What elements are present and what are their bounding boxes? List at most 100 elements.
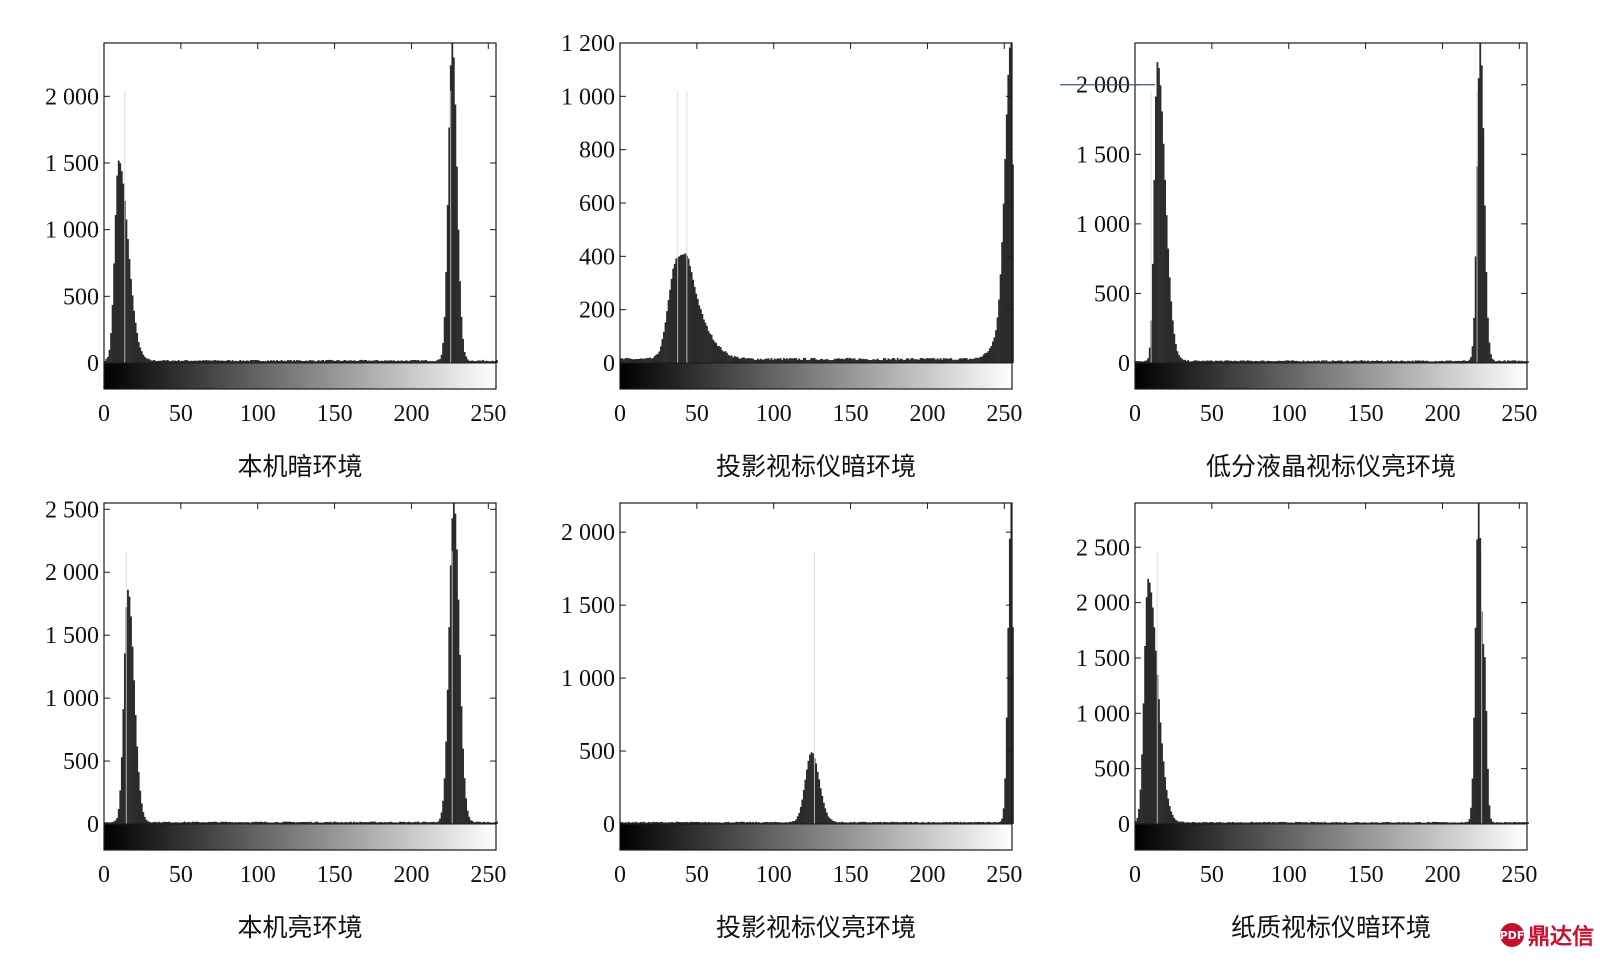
histogram-bin — [1256, 822, 1259, 824]
histogram-bin — [474, 822, 477, 824]
histogram-bin — [1424, 361, 1426, 363]
histogram-bin — [1225, 822, 1228, 824]
histogram-bin — [1517, 822, 1520, 824]
histogram-bin — [1479, 43, 1482, 363]
histogram-bin — [679, 255, 682, 363]
histogram-bin — [1340, 822, 1343, 824]
histogram-bin — [1005, 717, 1008, 824]
histogram-bin — [333, 821, 335, 824]
histogram-bin — [643, 821, 645, 824]
histogram-bin — [784, 822, 787, 824]
plot-frame — [1134, 42, 1528, 390]
histogram-bin — [343, 360, 346, 363]
histogram-bin — [842, 822, 845, 824]
histogram-bin — [1522, 361, 1525, 363]
histogram-bin — [703, 319, 705, 363]
histogram-bin — [718, 822, 721, 824]
histogram-bin — [343, 822, 346, 824]
histogram-bin — [110, 333, 112, 363]
histogram-bin — [958, 358, 960, 363]
histogram-bin — [896, 357, 899, 363]
histogram-bin — [279, 822, 282, 824]
histogram-bin — [661, 822, 664, 824]
histogram-bin — [985, 352, 988, 363]
histogram-bin — [849, 822, 851, 824]
histogram-bin — [1135, 361, 1137, 363]
histogram-bin — [620, 358, 622, 363]
histogram-bin — [875, 359, 877, 363]
histogram-bin — [1270, 822, 1273, 824]
histogram-bin — [1451, 822, 1454, 824]
histogram-bin — [859, 822, 862, 824]
histogram-bin — [1473, 717, 1475, 824]
histogram-bin — [1267, 360, 1269, 363]
histogram-bin — [723, 822, 725, 824]
panel-caption: 本机暗环境 — [237, 452, 362, 481]
histogram-bin — [736, 821, 739, 824]
histogram-bin — [845, 357, 848, 363]
histogram-bin — [168, 821, 171, 824]
histogram-bin — [709, 822, 711, 824]
histogram-bin — [193, 821, 195, 824]
histogram-bin — [183, 360, 186, 363]
histogram-bin — [348, 822, 351, 824]
histogram-bin — [950, 822, 953, 824]
histogram-bin — [752, 358, 754, 363]
histogram-bin — [1411, 822, 1414, 824]
histogram-bin — [1196, 360, 1199, 363]
histogram-bin — [286, 360, 289, 363]
histogram-bin — [1294, 361, 1297, 363]
histogram-bin — [1156, 62, 1159, 363]
histogram-bin — [715, 822, 718, 824]
histogram-bin — [672, 268, 675, 363]
histogram-bin — [1225, 360, 1228, 363]
histogram-bin — [1222, 822, 1225, 824]
histogram-bin — [194, 821, 197, 824]
histogram-bin — [910, 358, 913, 363]
histogram-bin — [1442, 822, 1445, 824]
histogram-bin — [429, 361, 432, 363]
histogram-bin — [173, 360, 175, 363]
histogram-bin — [1216, 360, 1219, 363]
histogram-bin — [1402, 822, 1405, 824]
histogram-bin — [1305, 822, 1308, 824]
histogram-bin — [764, 821, 767, 824]
histogram-bin — [153, 359, 155, 363]
histogram-bin — [638, 822, 641, 824]
histogram-bin — [870, 360, 873, 363]
histogram-bin — [1519, 361, 1522, 363]
histogram-bin — [1247, 360, 1250, 363]
histogram-bin — [802, 357, 805, 363]
histogram-bin — [672, 822, 675, 824]
histogram-bin — [1285, 360, 1288, 363]
histogram-bin — [695, 821, 698, 824]
histogram-bin — [862, 821, 865, 824]
histogram-bin — [621, 358, 624, 363]
histogram-bin — [841, 821, 844, 824]
histogram-bin — [183, 821, 186, 824]
histogram-bin — [122, 183, 125, 363]
histogram-bin — [1214, 822, 1217, 824]
histogram-bin — [870, 822, 873, 824]
histogram-bin — [1171, 320, 1174, 363]
y-tick-label: 2 000 — [1076, 73, 1130, 99]
histogram-bin — [1427, 360, 1429, 363]
x-tick-label: 150 — [1348, 862, 1384, 888]
y-tick-label: 1 500 — [45, 623, 99, 649]
y-tick-label: 2 500 — [45, 497, 99, 523]
x-tick-label: 0 — [614, 862, 626, 888]
histogram-bin — [947, 822, 950, 824]
histogram-bin — [1457, 822, 1460, 824]
histogram-bin — [477, 821, 480, 824]
histogram-bin — [1319, 822, 1322, 824]
histogram-bin — [382, 822, 385, 824]
histogram-bin — [179, 822, 182, 824]
histogram-bin — [174, 822, 177, 824]
histogram-bin — [968, 822, 971, 824]
histogram-bin — [291, 361, 294, 363]
histogram-bin — [365, 360, 368, 363]
histogram-bin — [423, 360, 426, 363]
histogram-bins — [1135, 43, 1529, 364]
histogram-bin — [1500, 822, 1503, 824]
histogram-bin — [270, 360, 272, 363]
